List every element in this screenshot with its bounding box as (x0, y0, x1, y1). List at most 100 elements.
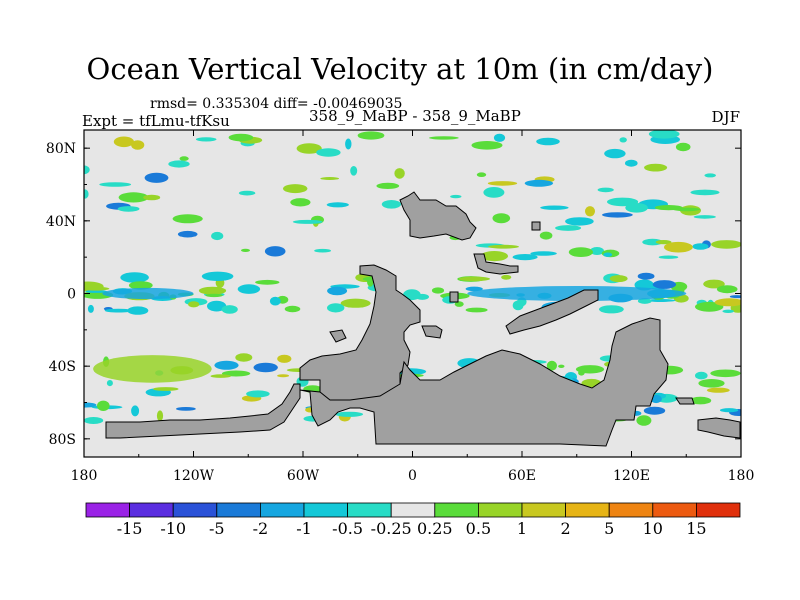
colorbar-swatch (347, 502, 392, 518)
field-patch (221, 305, 238, 314)
field-patch (327, 303, 345, 313)
y-tick-label: 80N (46, 141, 76, 157)
field-patch (637, 272, 655, 280)
field-patch (672, 207, 701, 212)
field-patch (429, 136, 459, 140)
field-patch (710, 369, 741, 378)
field-patch (283, 184, 308, 194)
field-patch (85, 289, 107, 293)
field-patch (539, 231, 553, 240)
field-patch (501, 274, 512, 280)
colorbar-swatch (216, 502, 261, 518)
field-patch (716, 285, 738, 294)
colorbar-swatch (303, 502, 348, 518)
field-patch (655, 240, 672, 245)
field-patch (211, 231, 224, 241)
field-patch (689, 396, 712, 405)
x-tick-label: 180 (71, 468, 98, 484)
field-patch (465, 307, 488, 313)
field-patch (84, 189, 89, 199)
colorbar-label: -5 (209, 519, 225, 538)
field-patch (104, 308, 133, 313)
island-east-small (675, 397, 695, 405)
x-tick-label: 60W (287, 468, 320, 484)
field-patch (431, 287, 445, 294)
field-patch (648, 130, 680, 139)
colorbar-label: 5 (604, 519, 614, 538)
field-patch (264, 246, 286, 257)
field-patch (645, 299, 676, 302)
field-region (102, 287, 194, 300)
x-tick-label: 0 (408, 468, 417, 484)
field-patch (675, 142, 691, 152)
field-patch (536, 137, 560, 146)
field-patch (144, 172, 169, 183)
experiment-label: Expt = tfLmu-tfKsu (82, 112, 230, 130)
colorbar-label: 15 (686, 519, 706, 538)
field-patch (238, 190, 256, 196)
field-patch (693, 215, 716, 219)
field-patch (84, 417, 104, 424)
colorbar-swatch (259, 502, 305, 518)
field-patch (540, 205, 569, 210)
field-patch (658, 255, 679, 259)
field-patch (487, 181, 518, 186)
field-patch (97, 400, 110, 411)
colorbar-label: -15 (117, 519, 143, 538)
field-patch (465, 286, 483, 292)
island-small-a (421, 325, 443, 339)
colorbar-label: -10 (160, 519, 186, 538)
field-patch (714, 298, 741, 307)
field-patch (376, 182, 400, 189)
field-patch (524, 179, 554, 187)
field-patch (711, 240, 741, 249)
field-patch (277, 374, 290, 378)
field-patch (326, 202, 349, 208)
colorbar-swatch (129, 502, 174, 518)
field-patch (172, 214, 203, 224)
field-patch (488, 244, 519, 249)
colorbar-label: -1 (296, 519, 312, 538)
field-patch (290, 198, 311, 207)
chart-title: Ocean Vertical Velocity at 10m (in cm/da… (86, 52, 714, 86)
field-patch (198, 286, 227, 295)
field-patch (117, 206, 140, 212)
field-patch (316, 148, 341, 157)
field-patch (575, 365, 605, 374)
field-patch (269, 296, 281, 306)
field-patch (643, 406, 666, 415)
field-patch (87, 304, 94, 313)
field-patch (168, 160, 190, 168)
field-patch (625, 159, 638, 167)
landmass-east-arm (505, 289, 599, 335)
field-patch (530, 251, 557, 256)
field-patch (703, 279, 725, 289)
field-patch (704, 173, 716, 178)
field-patch (603, 252, 613, 257)
field-patch (585, 206, 595, 217)
field-patch (597, 187, 614, 193)
field-patch (636, 415, 652, 426)
field-patch (176, 407, 196, 411)
field-patch (722, 309, 734, 313)
field-patch (99, 182, 132, 187)
field-patch (568, 247, 594, 257)
field-patch (84, 286, 110, 291)
colorbar-swatch (85, 502, 130, 518)
season-label: DJF (711, 108, 740, 126)
field-patch (403, 289, 421, 301)
field-patch (459, 276, 490, 282)
field-patch (546, 360, 558, 371)
island-mid (473, 253, 519, 275)
colorbar-swatch (608, 502, 654, 518)
field-patch (512, 300, 524, 311)
colorbar-label: 0.25 (417, 519, 453, 538)
field-patch (555, 225, 582, 231)
field-patch (113, 136, 134, 148)
axes: 180 120W 60W 0 60E 120E 180 80N 40N 0 40S 80S (46, 130, 754, 484)
field-patch (237, 284, 261, 294)
field-patch (128, 281, 153, 290)
field-patch (235, 353, 253, 362)
field-patch (143, 194, 161, 201)
colorbar-label: 2 (561, 519, 571, 538)
